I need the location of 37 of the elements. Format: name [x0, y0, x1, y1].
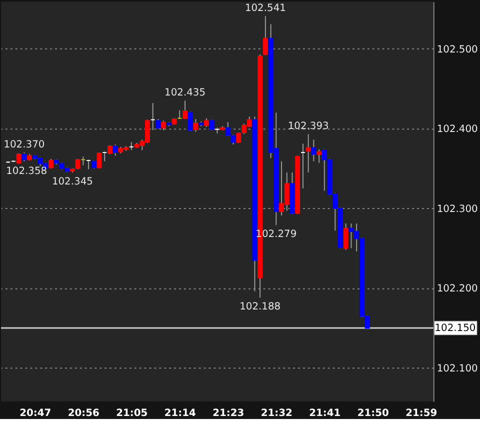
annotation: 102.541 — [244, 3, 286, 14]
annotation: 102.435 — [164, 88, 206, 99]
candlestick — [230, 134, 236, 146]
candlestick — [112, 144, 118, 156]
candlestick — [236, 132, 242, 144]
annotation: 102.188 — [240, 302, 281, 313]
candlestick — [188, 111, 193, 132]
y-tick-label: 102.500 — [436, 44, 478, 56]
x-tick-label: 21:50 — [357, 408, 390, 419]
annotation: 102.370 — [4, 140, 45, 151]
x-tick-label: 21:41 — [309, 408, 341, 419]
y-tick-label: 102.100 — [436, 363, 478, 374]
candlestick — [225, 122, 230, 136]
y-tick-label: 102.400 — [436, 124, 478, 136]
candlestick — [182, 100, 188, 120]
annotation: 102.393 — [288, 121, 329, 132]
x-tick-label: 20:47 — [20, 408, 52, 419]
y-tick-label: 102.200 — [436, 284, 478, 295]
candlestick — [316, 148, 322, 164]
y-tick-label: 102.300 — [436, 204, 478, 215]
candlestick — [311, 139, 316, 162]
candlestick — [193, 118, 198, 132]
candlestick — [96, 152, 102, 169]
candlestick — [48, 158, 54, 169]
x-tick-label: 21:32 — [260, 408, 293, 419]
ref-line-label: 102.150 — [434, 322, 476, 334]
annotation: 102.358 — [6, 166, 48, 177]
x-tick-label: 21:05 — [116, 408, 148, 419]
candlestick — [343, 223, 348, 250]
annotation: 102.345 — [52, 176, 93, 188]
candlestick — [262, 16, 268, 56]
x-tick-label: 21:23 — [212, 408, 244, 419]
x-tick-label: 21:59 — [406, 408, 438, 419]
x-tick-label: 20:56 — [68, 408, 100, 419]
candlestick — [306, 134, 311, 173]
candlestick — [161, 120, 166, 131]
x-tick-label: 21:14 — [164, 408, 196, 419]
